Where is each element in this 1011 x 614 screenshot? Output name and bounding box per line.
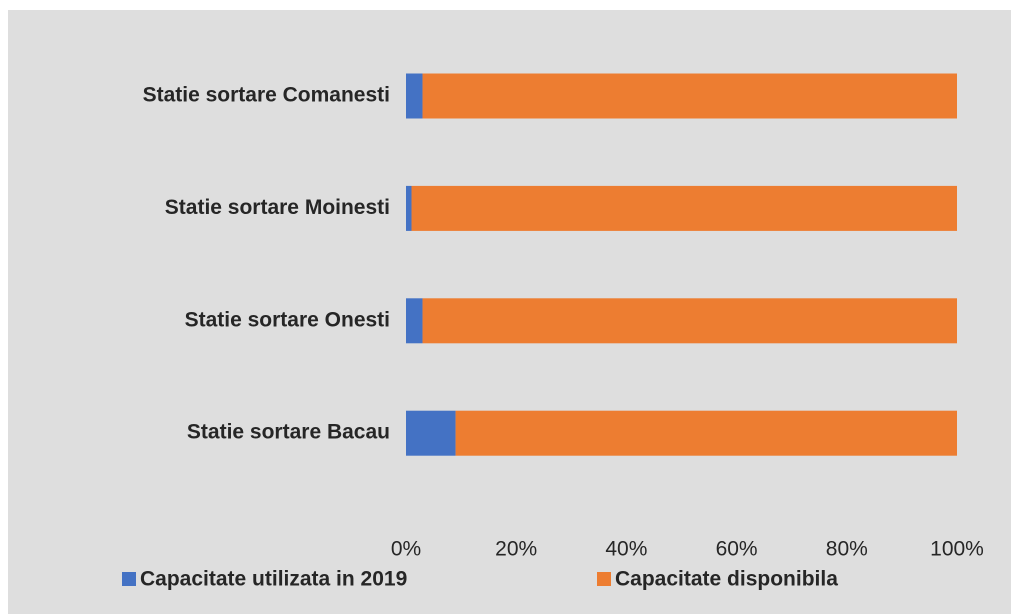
bar-segment [422,73,957,119]
bar-segment [406,410,456,456]
x-tick-label: 0% [391,538,421,561]
bar-segment [411,185,957,231]
bar-segment [422,298,957,344]
x-tick-label: 40% [605,538,647,561]
x-tick-label: 20% [495,538,537,561]
y-tick-label: Statie sortare Onesti [185,308,390,331]
legend-label: Capacitate disponibila [615,568,838,591]
legend-label: Capacitate utilizata in 2019 [140,568,407,591]
bar-segment [406,185,412,231]
legend-swatch [597,572,611,586]
legend-swatch [122,572,136,586]
x-tick-label: 80% [826,538,868,561]
y-tick-label: Statie sortare Comanesti [143,84,390,107]
y-tick-label: Statie sortare Bacau [187,421,390,444]
bar-segment [455,410,957,456]
x-tick-label: 100% [930,538,984,561]
bar-segment [406,73,423,119]
x-tick-label: 60% [716,538,758,561]
y-tick-label: Statie sortare Moinesti [165,196,390,219]
bar-segment [406,298,423,344]
